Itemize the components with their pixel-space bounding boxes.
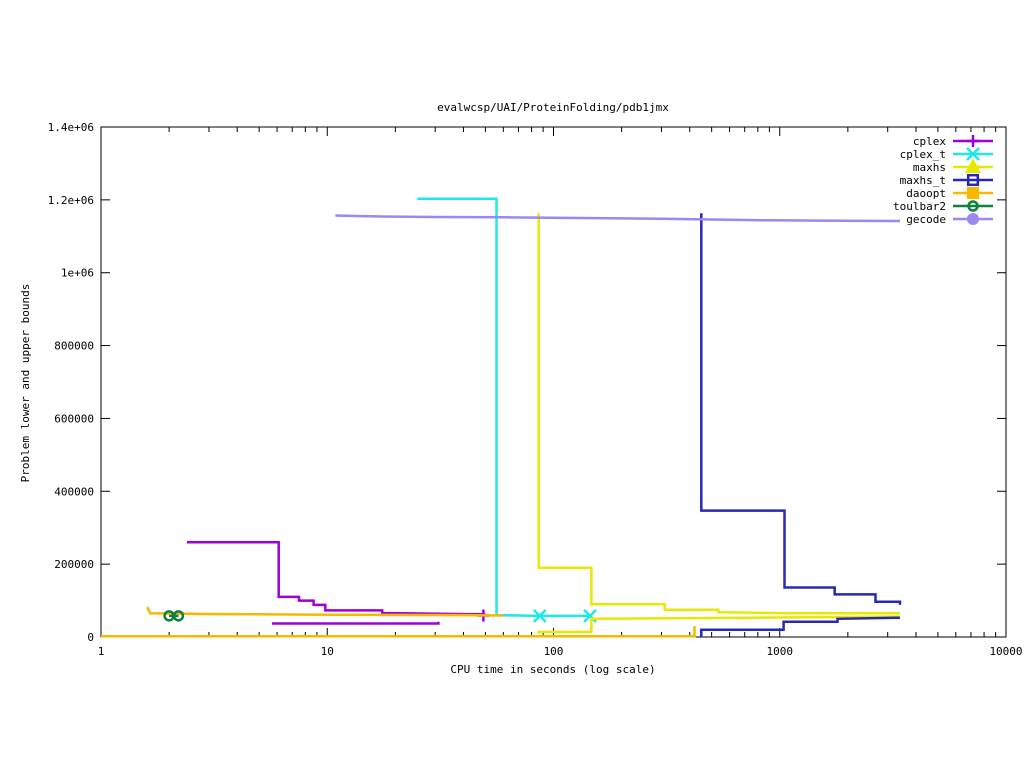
series-line — [700, 616, 901, 637]
series-gecode — [335, 214, 901, 223]
series-cplex-t — [417, 197, 597, 623]
series-marker — [532, 608, 547, 623]
series-line — [537, 213, 900, 615]
series-marker — [967, 200, 979, 212]
series-marker — [172, 610, 185, 622]
legend-entry: cplex — [913, 135, 993, 148]
legend-label: daoopt — [906, 187, 946, 200]
y-tick-label: 1.4e+06 — [48, 121, 94, 134]
legend-entry: gecode — [906, 212, 993, 226]
y-tick-label: 800000 — [54, 340, 94, 353]
series-marker — [966, 212, 980, 226]
series-marker — [967, 135, 979, 147]
series-daoopt — [101, 606, 696, 638]
legend-entry: toulbar2 — [893, 200, 993, 213]
x-tick-label: 10000 — [989, 645, 1022, 658]
series-toulbar2 — [163, 610, 185, 622]
legend-label: maxhs — [913, 161, 946, 174]
series-line — [187, 541, 486, 616]
axis-ticks: 1 10 100 1000 10000 0 200000 400000 600000 800000… — [48, 121, 1023, 658]
legend-entry: daoopt — [906, 186, 993, 200]
y-tick-label: 0 — [87, 631, 94, 644]
y-tick-label: 1.2e+06 — [48, 194, 94, 207]
series-line — [101, 626, 696, 638]
x-tick-label: 100 — [544, 645, 564, 658]
series-marker — [966, 173, 980, 187]
y-tick-label: 1e+06 — [61, 267, 94, 280]
x-tick-label: 10 — [321, 645, 334, 658]
plot-frame — [100, 126, 1007, 638]
legend-entry: maxhs_t — [900, 173, 993, 187]
series-maxhs — [537, 213, 901, 634]
series-maxhs-t — [700, 213, 902, 637]
series-marker — [966, 147, 980, 161]
series-layer — [101, 197, 902, 638]
x-tick-label: 1000 — [767, 645, 794, 658]
y-tick-label: 600000 — [54, 412, 94, 425]
legend-entry: cplex_t — [900, 147, 993, 161]
series-cplex — [187, 541, 490, 625]
legend: cplexcplex_tmaxhsmaxhs_tdaoopttoulbar2ge… — [893, 135, 993, 226]
series-line — [417, 197, 590, 618]
series-line — [146, 606, 504, 617]
legend-label: cplex_t — [900, 148, 946, 161]
chart-title: evalwcsp/UAI/ProteinFolding/pdb1jmx — [437, 101, 669, 114]
x-tick-label: 1 — [98, 645, 105, 658]
series-marker — [964, 158, 982, 174]
legend-label: maxhs_t — [900, 174, 946, 187]
series-line — [537, 615, 901, 634]
y-axis-label: Problem lower and upper bounds — [19, 284, 32, 483]
series-marker — [966, 186, 980, 200]
y-tick-label: 400000 — [54, 485, 94, 498]
series-line — [700, 213, 902, 605]
series-line — [272, 621, 440, 625]
legend-label: toulbar2 — [893, 200, 946, 213]
x-axis-label: CPU time in seconds (log scale) — [450, 663, 655, 676]
legend-label: gecode — [906, 213, 946, 226]
legend-entry: maxhs — [913, 158, 993, 174]
legend-label: cplex — [913, 135, 946, 148]
series-line — [335, 214, 901, 223]
y-tick-label: 200000 — [54, 558, 94, 571]
